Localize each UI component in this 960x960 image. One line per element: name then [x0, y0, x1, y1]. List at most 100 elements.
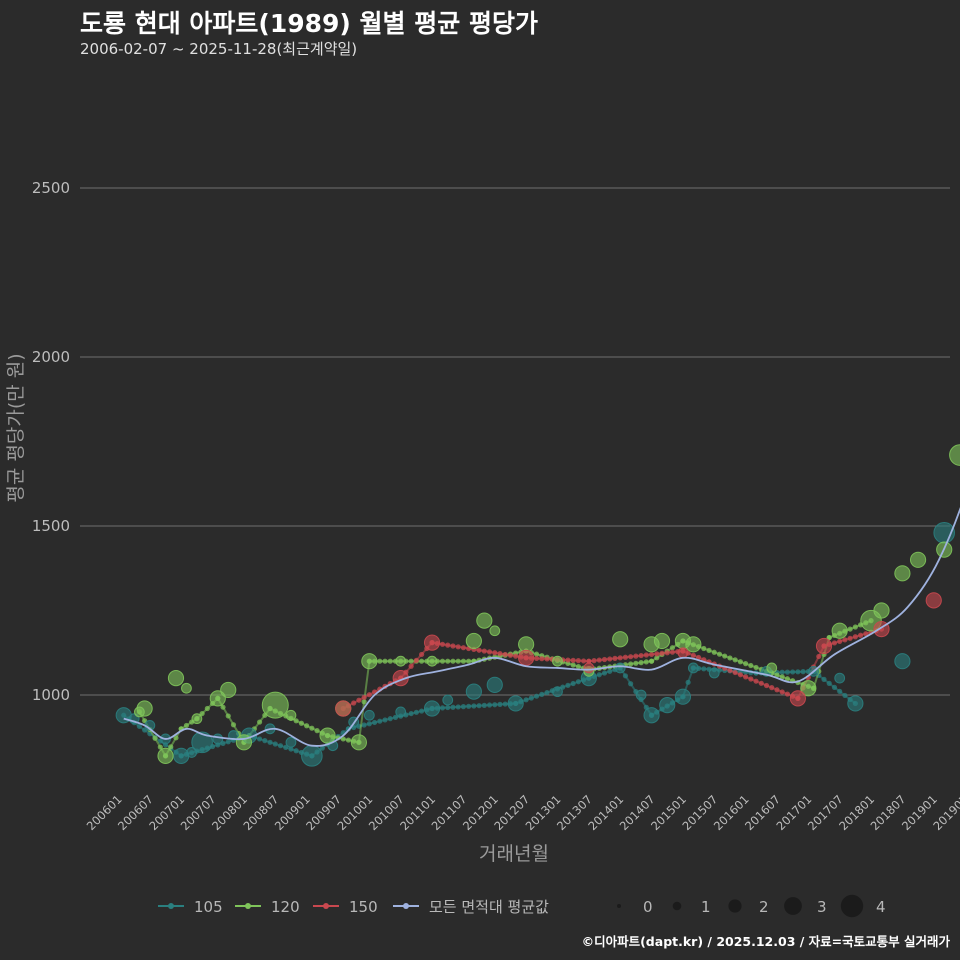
trail-marker-120	[419, 658, 425, 664]
point-105	[674, 688, 692, 705]
trail-marker-150	[643, 652, 649, 658]
trail-marker-150	[628, 654, 634, 660]
point-150	[423, 634, 441, 651]
point-105	[635, 689, 647, 701]
trail-marker-150	[857, 632, 864, 638]
trail-marker-105	[225, 739, 231, 745]
legend-size-circle	[840, 894, 864, 918]
chart-title: 도룡 현대 아파트(1989) 월별 평균 평당가	[80, 9, 538, 38]
trail-marker-150	[638, 652, 644, 659]
trail-marker-105	[267, 739, 273, 745]
trail-marker-150	[648, 651, 655, 658]
y-tick-label: 1500	[32, 517, 70, 535]
trail-marker-120	[706, 647, 712, 653]
trail-marker-120	[382, 658, 388, 664]
trail-marker-150	[748, 676, 754, 682]
trail-marker-150	[366, 692, 372, 698]
trail-marker-150	[586, 658, 592, 664]
trail-marker-150	[565, 657, 571, 663]
point-105	[552, 686, 563, 698]
trail-marker-150	[439, 641, 446, 647]
trail-marker-105	[800, 669, 806, 675]
trail-marker-105	[262, 738, 268, 744]
trail-marker-120	[168, 744, 174, 750]
chart-subtitle: 2006-02-07 ~ 2025-11-28(최근계약일)	[80, 40, 358, 58]
series-trails	[121, 618, 885, 759]
point-120	[612, 631, 629, 648]
trail-marker-105	[486, 702, 493, 708]
trail-marker-105	[497, 701, 503, 708]
trail-marker-150	[502, 651, 508, 658]
point-120	[465, 632, 482, 650]
y-tick-label: 1000	[32, 686, 70, 704]
trail-marker-105	[455, 704, 461, 710]
trail-marker-150	[732, 669, 738, 676]
trail-marker-150	[837, 638, 843, 644]
trail-marker-105	[779, 669, 785, 675]
legend-size-label: 3	[817, 898, 827, 916]
trail-marker-150	[617, 655, 623, 661]
point-120	[766, 662, 778, 674]
trail-marker-105	[628, 681, 634, 687]
trail-marker-120	[408, 658, 414, 664]
trail-marker-105	[821, 676, 827, 682]
trail-marker-150	[607, 656, 613, 662]
trail-marker-120	[225, 713, 231, 719]
trail-marker-105	[523, 697, 529, 703]
trail-marker-150	[737, 672, 743, 678]
trail-marker-120	[774, 672, 780, 678]
average-line	[123, 506, 960, 747]
point-105	[687, 662, 699, 674]
point-120	[909, 551, 927, 568]
trail-marker-120	[183, 722, 190, 729]
trail-marker-120	[230, 722, 237, 728]
point-120	[894, 565, 911, 582]
trail-marker-150	[842, 637, 848, 643]
point-105	[894, 653, 911, 670]
trail-marker-150	[695, 654, 702, 661]
trail-marker-150	[596, 657, 602, 663]
trail-marker-105	[575, 679, 581, 685]
trail-marker-105	[481, 702, 487, 708]
trail-marker-150	[601, 656, 608, 663]
trail-marker-105	[408, 710, 414, 717]
trail-marker-150	[497, 650, 503, 657]
trail-marker-150	[763, 682, 770, 689]
trail-marker-120	[298, 720, 305, 726]
trail-marker-105	[784, 669, 791, 675]
trail-marker-105	[136, 723, 143, 729]
trail-marker-120	[460, 658, 467, 664]
trail-marker-105	[319, 745, 325, 751]
trail-marker-150	[664, 650, 670, 656]
trail-marker-105	[565, 682, 571, 688]
trail-marker-105	[596, 672, 602, 678]
point-105	[191, 731, 213, 754]
trail-marker-120	[743, 661, 749, 667]
gridlines	[80, 187, 950, 696]
trail-marker-120	[748, 662, 754, 669]
legend: 105 120 150 모든 면적대 평균값 0 1 2 3 4	[158, 894, 886, 918]
point-105	[486, 676, 503, 693]
trail-marker-105	[837, 688, 843, 695]
y-tick-label: 2000	[32, 348, 70, 366]
legend-size-circle	[784, 897, 802, 915]
trail-marker-150	[863, 631, 869, 637]
trail-marker-150	[408, 663, 414, 669]
trail-marker-150	[513, 653, 519, 659]
point-150	[789, 690, 806, 707]
trail-marker-105	[272, 741, 278, 747]
trail-marker-105	[382, 717, 388, 723]
legend-size-label: 1	[701, 898, 711, 916]
trail-marker-120	[377, 658, 383, 664]
trail-marker-120	[732, 657, 738, 663]
trail-marker-120	[716, 651, 723, 657]
point-120	[191, 713, 203, 725]
point-105	[507, 695, 524, 712]
trail-marker-150	[361, 694, 367, 701]
point-120	[518, 636, 535, 653]
trail-marker-105	[387, 716, 393, 722]
y-tick-label: 2500	[32, 179, 70, 197]
legend-label: 모든 면적대 평균값	[429, 898, 549, 916]
point-105	[285, 736, 297, 748]
point-150	[677, 647, 689, 659]
